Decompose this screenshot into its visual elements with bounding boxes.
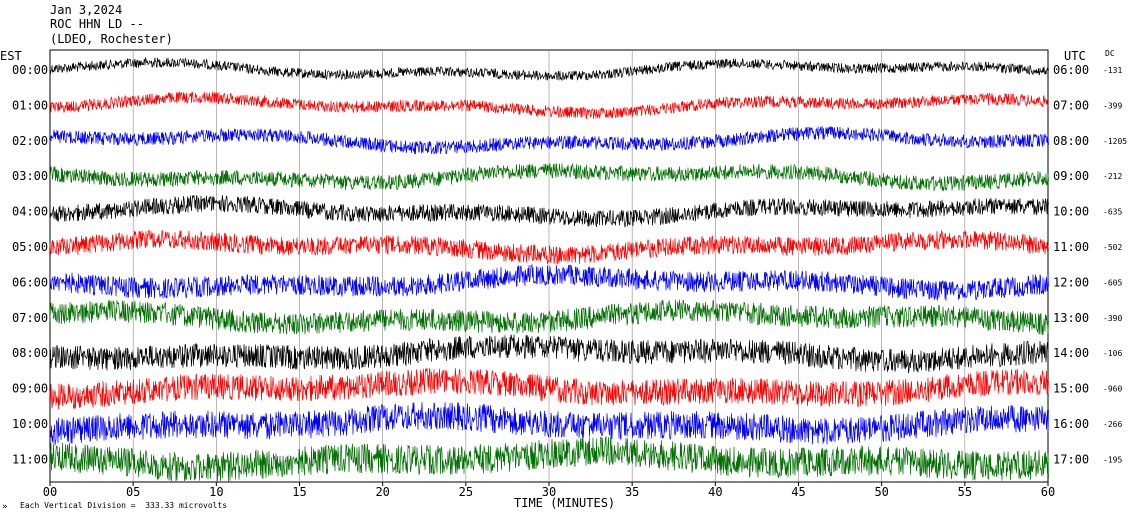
dc-offset-label: -1205 bbox=[1103, 137, 1127, 146]
utc-hour-label: 10:00 bbox=[1053, 205, 1089, 219]
station-label: ROC HHN LD -- bbox=[50, 17, 144, 31]
trace-1000 bbox=[49, 402, 1049, 446]
utc-hour-label: 13:00 bbox=[1053, 311, 1089, 325]
utc-hour-label: 06:00 bbox=[1053, 63, 1089, 77]
est-hour-label: 03:00 bbox=[12, 169, 48, 183]
footer-mark: » bbox=[2, 502, 8, 512]
x-tick-label: 30 bbox=[542, 485, 556, 499]
est-axis-label: EST bbox=[0, 49, 22, 63]
trace-0300 bbox=[49, 162, 1049, 192]
dc-offset-label: -502 bbox=[1103, 243, 1122, 252]
trace-0500 bbox=[49, 229, 1049, 265]
x-tick-label: 35 bbox=[625, 485, 639, 499]
x-tick-label: 20 bbox=[375, 485, 389, 499]
utc-hour-label: 09:00 bbox=[1053, 169, 1089, 183]
utc-hour-label: 16:00 bbox=[1053, 417, 1089, 431]
dc-axis-label: DC bbox=[1105, 49, 1115, 58]
est-hour-label: 05:00 bbox=[12, 240, 48, 254]
trace-0000 bbox=[49, 56, 1049, 82]
x-axis-title: TIME (MINUTES) bbox=[514, 496, 616, 510]
x-tick-label: 15 bbox=[292, 485, 306, 499]
trace-0600 bbox=[49, 263, 1049, 301]
x-tick-label: 45 bbox=[791, 485, 805, 499]
network-label: (LDEO, Rochester) bbox=[50, 32, 173, 46]
x-tick-label: 05 bbox=[126, 485, 140, 499]
trace-0200 bbox=[49, 126, 1049, 155]
dc-offset-label: -605 bbox=[1103, 278, 1122, 287]
utc-axis-label: UTC bbox=[1064, 49, 1086, 63]
est-hour-label: 10:00 bbox=[12, 417, 48, 431]
est-hour-label: 08:00 bbox=[12, 346, 48, 360]
utc-hour-label: 15:00 bbox=[1053, 382, 1089, 396]
dc-offset-label: -635 bbox=[1103, 208, 1122, 217]
est-hour-label: 04:00 bbox=[12, 205, 48, 219]
utc-hour-label: 08:00 bbox=[1053, 134, 1089, 148]
traces bbox=[49, 56, 1049, 482]
dc-offset-label: -390 bbox=[1103, 314, 1122, 323]
trace-0400 bbox=[49, 195, 1049, 228]
trace-1100 bbox=[49, 435, 1049, 482]
trace-0100 bbox=[49, 90, 1049, 120]
utc-hour-label: 12:00 bbox=[1053, 275, 1089, 289]
x-tick-label: 60 bbox=[1041, 485, 1055, 499]
x-tick-label: 10 bbox=[209, 485, 223, 499]
est-hour-label: 06:00 bbox=[12, 275, 48, 289]
dc-offset-label: -131 bbox=[1103, 66, 1122, 75]
x-tick-label: 00 bbox=[43, 485, 57, 499]
est-hour-label: 11:00 bbox=[12, 452, 48, 466]
dc-offset-label: -212 bbox=[1103, 172, 1122, 181]
chart-date: Jan 3,2024 bbox=[50, 3, 123, 17]
est-hour-label: 02:00 bbox=[12, 134, 48, 148]
est-hour-label: 07:00 bbox=[12, 311, 48, 325]
dc-offset-label: -399 bbox=[1103, 101, 1122, 110]
utc-hour-label: 14:00 bbox=[1053, 346, 1089, 360]
est-hour-label: 00:00 bbox=[12, 63, 48, 77]
x-tick-label: 50 bbox=[874, 485, 888, 499]
dc-offset-label: -960 bbox=[1103, 385, 1122, 394]
vertical-scale-note: Each Vertical Division = 333.33 microvol… bbox=[20, 501, 228, 510]
x-tick-label: 40 bbox=[708, 485, 722, 499]
trace-0800 bbox=[49, 334, 1049, 374]
dc-offset-label: -106 bbox=[1103, 349, 1122, 358]
x-tick-label: 55 bbox=[958, 485, 972, 499]
utc-hour-label: 07:00 bbox=[1053, 98, 1089, 112]
trace-0900 bbox=[49, 368, 1049, 410]
dc-offset-label: -266 bbox=[1103, 420, 1122, 429]
dc-offset-label: -195 bbox=[1103, 455, 1122, 464]
est-hour-label: 01:00 bbox=[12, 98, 48, 112]
utc-hour-label: 17:00 bbox=[1053, 452, 1089, 466]
trace-0700 bbox=[49, 299, 1049, 335]
utc-hour-label: 11:00 bbox=[1053, 240, 1089, 254]
est-hour-label: 09:00 bbox=[12, 382, 48, 396]
x-tick-label: 25 bbox=[459, 485, 473, 499]
